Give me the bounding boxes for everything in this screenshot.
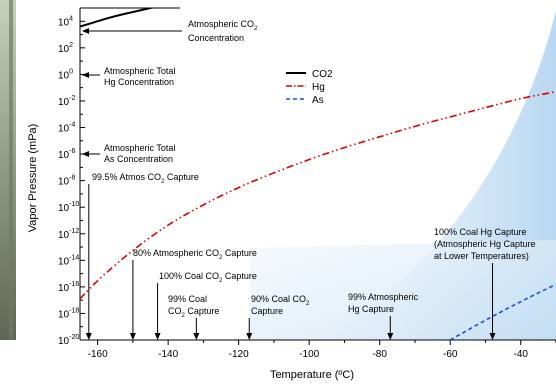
- y-tick-label: 10-4: [58, 122, 75, 135]
- annotation-99-coal-co2-line2: CO2 Capture: [168, 306, 219, 319]
- arrow-head: [246, 333, 253, 340]
- annotation-100-coal-hg-line3: at Lower Temperatures): [434, 251, 529, 261]
- y-tick-label: 100: [58, 68, 73, 81]
- y-tick-label: 10-14: [58, 254, 79, 267]
- annotation-995-atmos-co2: 99.5% Atmos CO2 Capture: [92, 172, 199, 185]
- annotation-99-coal-co2: 99% Coal: [168, 294, 207, 304]
- x-tick-label: -140: [158, 349, 178, 360]
- arrow-head: [193, 333, 200, 340]
- annotation-co2-concentration-line2: Concentration: [188, 33, 244, 43]
- arrow-90-coal-co2: [246, 318, 253, 340]
- background-band: [250, 240, 556, 340]
- y-tick-label: 102: [58, 42, 73, 55]
- x-axis-label: Temperature (ºC): [270, 369, 354, 381]
- arrowhead-hg-concentration: [82, 72, 89, 78]
- x-tick-label: -80: [372, 349, 387, 360]
- legend: CO2 Hg As: [286, 69, 333, 106]
- annotations: Atmospheric CO2 Concentration Atmospheri…: [82, 19, 536, 340]
- y-tick-label: 10-20: [58, 334, 79, 347]
- y-tick-label: 10-6: [58, 148, 75, 161]
- arrow-99-atmos-hg: [387, 316, 394, 340]
- annotation-100-coal-hg: 100% Coal Hg Capture: [434, 227, 527, 237]
- annotation-80-atmos-co2: 80% Atmospheric CO2 Capture: [133, 248, 257, 261]
- x-tick-label: -160: [88, 349, 108, 360]
- series-line-hg: [79, 90, 556, 300]
- y-axis-ticks: 104 102 100 10-2 10-4 10-6 10-8 10-10 10-12 10-14…: [58, 15, 85, 347]
- photo-strip-detail: [9, 0, 13, 340]
- arrow-99-coal-co2: [193, 318, 200, 340]
- series-line-co2: [80, 8, 156, 28]
- annotation-90-coal-co2: 90% Coal CO2: [251, 294, 310, 307]
- y-tick-label: 104: [58, 15, 73, 28]
- x-axis-ticks: -160 -140 -120 -100 -80 -60 -40: [88, 340, 556, 360]
- annotation-hg-concentration-line2: Hg Concentration: [104, 77, 174, 87]
- arrow-100-coal-hg: [489, 263, 496, 340]
- arrow-head: [129, 333, 136, 340]
- legend-label-co2: CO2: [312, 69, 333, 80]
- arrow-head: [489, 333, 496, 340]
- y-tick-label: 10-8: [58, 175, 75, 188]
- x-tick-label: -40: [514, 349, 529, 360]
- annotation-hg-concentration: Atmospheric Total: [104, 66, 175, 76]
- y-tick-label: 10-16: [58, 281, 79, 294]
- x-tick-label: -100: [299, 349, 319, 360]
- annotation-99-atmos-hg: 99% Atmospheric: [348, 292, 419, 302]
- photo-strip: [0, 0, 16, 340]
- arrow-80-atmos-co2: [129, 260, 136, 340]
- arrow-100-coal-co2: [154, 283, 161, 340]
- legend-label-as: As: [312, 95, 324, 106]
- y-tick-label: 10-12: [58, 228, 79, 241]
- series-line-as: [449, 283, 556, 341]
- arrow-head: [85, 333, 92, 340]
- x-tick-label: -120: [229, 349, 249, 360]
- annotation-99-atmos-hg-line2: Hg Capture: [348, 304, 394, 314]
- arrow-head: [387, 333, 394, 340]
- annotation-100-coal-co2: 100% Coal CO2 Capture: [159, 271, 257, 284]
- arrowhead-as-concentration: [82, 151, 89, 157]
- annotation-co2-concentration: Atmospheric CO2: [188, 19, 258, 32]
- axes: [79, 7, 556, 341]
- series-layer: [79, 8, 556, 341]
- arrowhead-co2-concentration: [82, 28, 89, 34]
- legend-label-hg: Hg: [312, 82, 325, 93]
- x-tick-label: -60: [443, 349, 458, 360]
- arrow-head: [154, 333, 161, 340]
- arrow-995-atmos-co2: [85, 184, 92, 340]
- annotation-90-coal-co2-line2: Capture: [251, 306, 283, 316]
- annotation-as-concentration: Atmospheric Total: [104, 143, 175, 153]
- y-axis-label: Vapor Pressure (mPa): [27, 124, 39, 233]
- annotation-100-coal-hg-line2: (Atmospheric Hg Capture: [434, 239, 536, 249]
- annotation-as-concentration-line2: As Concentration: [104, 154, 173, 164]
- y-tick-label: 10-10: [58, 201, 79, 214]
- y-tick-label: 10-2: [58, 95, 75, 108]
- y-tick-label: 10-18: [58, 307, 79, 320]
